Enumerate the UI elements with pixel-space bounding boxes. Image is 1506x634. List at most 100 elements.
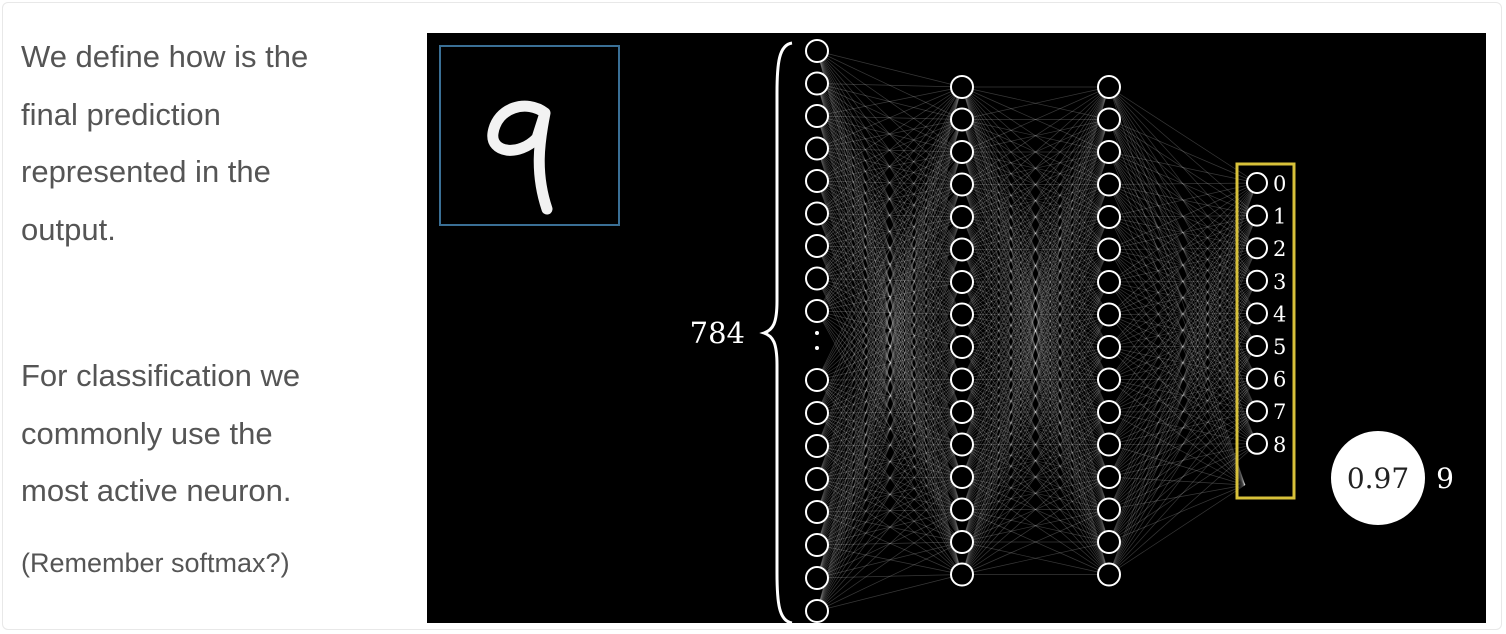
connection-line <box>1108 281 1246 486</box>
connection-line <box>816 314 963 513</box>
connection-line <box>1108 280 1258 283</box>
connection-line <box>961 444 1110 510</box>
connection-line <box>816 511 963 543</box>
connection-line <box>816 574 963 579</box>
connection-line <box>961 281 1110 413</box>
prediction-digit-label: 9 <box>1436 462 1454 495</box>
connection-line <box>1108 313 1258 543</box>
connection-line <box>1108 411 1258 445</box>
hidden-neuron <box>950 400 974 424</box>
connection-line <box>816 216 963 247</box>
connection-line <box>961 281 1110 478</box>
connection-line <box>1108 216 1246 486</box>
connection-line <box>961 119 1110 413</box>
connection-line <box>816 213 963 283</box>
connection-line <box>816 213 963 315</box>
connection-line <box>961 314 1110 348</box>
connection-line <box>816 148 963 250</box>
connection-line <box>961 184 1110 575</box>
connection-line <box>1108 248 1258 543</box>
hidden-neuron <box>950 107 974 132</box>
input-neuron <box>805 39 829 63</box>
connection-line <box>961 249 1110 315</box>
connection-line <box>961 216 1110 380</box>
connection-line <box>1108 345 1258 413</box>
connection-line <box>961 216 1110 510</box>
output-neuron <box>1246 432 1268 455</box>
connection-line <box>961 184 1110 543</box>
connection-line <box>961 119 1110 218</box>
connection-line <box>961 379 1110 543</box>
connection-line <box>961 86 1110 478</box>
connection-line <box>961 119 1110 185</box>
connection-line <box>961 86 1110 543</box>
connection-line <box>961 119 1110 315</box>
output-label: 5 <box>1273 335 1286 359</box>
connection-line <box>816 50 963 283</box>
connection-line <box>816 148 963 413</box>
connection-line <box>961 411 1110 575</box>
connection-line <box>816 83 963 283</box>
output-label: 1 <box>1273 205 1286 229</box>
connection-line <box>816 379 963 612</box>
connection-line <box>1108 248 1258 575</box>
classification-line: most active neuron. <box>21 473 292 508</box>
connection-line <box>816 115 963 575</box>
connection-line <box>816 151 963 579</box>
connection-line <box>816 86 963 182</box>
connection-line <box>1108 216 1258 379</box>
input-neuron <box>805 136 829 161</box>
connection-line <box>816 86 963 247</box>
connection-line <box>816 184 963 579</box>
connection-line <box>1108 151 1258 347</box>
connection-line <box>1108 410 1258 510</box>
connection-line <box>1108 184 1258 347</box>
connection-line <box>816 346 963 480</box>
connection-line <box>961 216 1110 283</box>
connection-line <box>816 180 963 575</box>
connection-line <box>961 249 1110 510</box>
connection-line <box>1108 281 1258 412</box>
connection-line <box>1108 484 1246 575</box>
connection-line <box>816 184 963 247</box>
connection-line <box>816 83 963 478</box>
connection-line <box>1108 182 1258 413</box>
connection-line <box>816 115 963 250</box>
connection-line <box>1108 184 1258 314</box>
connection-line <box>816 148 963 315</box>
connection-line <box>1108 345 1258 445</box>
connection-line <box>961 281 1110 478</box>
connection-line <box>816 310 963 315</box>
connection-line <box>1108 86 1258 184</box>
connection-line <box>816 346 963 381</box>
connection-line <box>1108 151 1258 216</box>
connection-line <box>961 216 1110 315</box>
connection-line <box>1108 313 1258 575</box>
connection-line <box>961 86 1110 218</box>
input-neuron <box>805 401 829 425</box>
connection-line <box>816 444 963 480</box>
connection-line <box>816 379 963 513</box>
connection-line <box>816 86 963 279</box>
connection-line <box>1108 215 1258 315</box>
connection-line <box>816 50 963 510</box>
connection-line <box>961 184 1110 250</box>
hidden-neuron <box>1097 400 1121 424</box>
neuron-layers <box>805 39 1268 623</box>
connection-line <box>816 249 963 381</box>
hidden-neuron <box>950 367 974 392</box>
connection-line <box>1108 379 1246 486</box>
connection-line <box>816 314 963 546</box>
connection-line <box>961 346 1110 478</box>
connection-line <box>961 151 1110 478</box>
connection-line <box>961 86 1110 380</box>
connection-line <box>816 50 963 120</box>
connection-line <box>816 151 963 279</box>
connection-line <box>961 476 1110 543</box>
connection-line <box>1108 313 1258 380</box>
connection-line <box>961 346 1110 478</box>
connection-line <box>1108 378 1258 575</box>
connection-line <box>961 249 1110 510</box>
connection-line <box>961 216 1110 575</box>
connection-line <box>1108 184 1258 216</box>
